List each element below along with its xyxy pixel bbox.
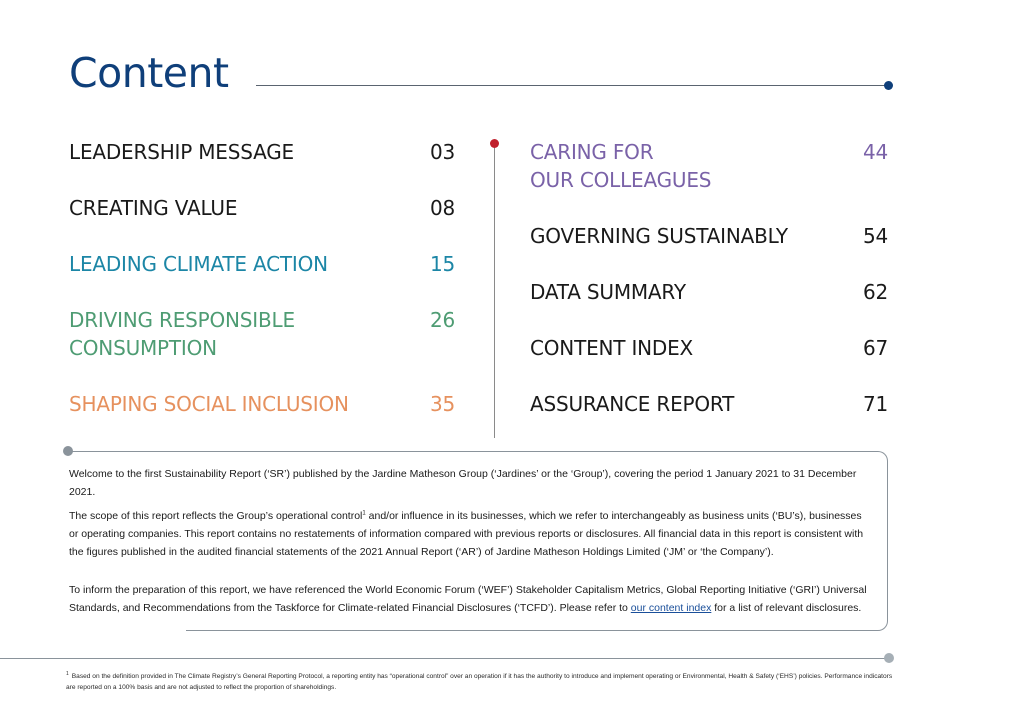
title-divider-dot (884, 81, 893, 90)
toc-item-page: 44 (862, 140, 888, 164)
intro-references-text-continued: for a list of relevant disclosures. (711, 602, 862, 614)
toc-item-page: 03 (429, 140, 455, 164)
column-divider-dot (490, 139, 499, 148)
toc-item-page: 62 (862, 280, 888, 304)
intro-box-frame (68, 451, 888, 631)
toc-item-label: CONTENT INDEX (530, 336, 694, 360)
toc-item-label: CARING FOR OUR COLLEAGUES (530, 138, 711, 194)
column-divider-line (494, 146, 495, 438)
toc-item-creating-value[interactable]: CREATING VALUE 08 (69, 194, 455, 222)
intro-paragraph-scope: The scope of this report reflects the Gr… (69, 507, 869, 561)
toc-item-label-line-1: DRIVING RESPONSIBLE (69, 308, 295, 332)
title-divider-line (256, 85, 888, 86)
toc-item-shaping-social-inclusion[interactable]: SHAPING SOCIAL INCLUSION 35 (69, 390, 455, 418)
toc-item-label: DRIVING RESPONSIBLE CONSUMPTION (69, 306, 295, 362)
intro-paragraph-references: To inform the preparation of this report… (69, 581, 869, 617)
toc-item-label-line-2: OUR COLLEAGUES (530, 168, 712, 192)
toc-item-label: LEADING CLIMATE ACTION (69, 252, 328, 276)
intro-references-text: To inform the preparation of this report… (69, 584, 867, 614)
toc-item-label-line-1: CARING FOR (530, 140, 654, 164)
toc-item-content-index[interactable]: CONTENT INDEX 67 (530, 334, 888, 362)
toc-item-driving-responsible-consumption[interactable]: DRIVING RESPONSIBLE CONSUMPTION 26 (69, 306, 455, 362)
toc-item-label: SHAPING SOCIAL INCLUSION (69, 392, 349, 416)
toc-item-page: 67 (862, 336, 888, 360)
intro-scope-text: The scope of this report reflects the Gr… (69, 510, 363, 522)
footer-divider-dot (884, 653, 894, 663)
intro-box-gap (60, 626, 186, 636)
footnote-text: Based on the definition provided in The … (66, 673, 893, 691)
toc-item-page: 71 (862, 392, 888, 416)
intro-paragraph-welcome: Welcome to the first Sustainability Repo… (69, 468, 857, 498)
footnote-reference[interactable]: 1 (362, 510, 366, 517)
toc-item-page: 08 (429, 196, 455, 220)
toc-item-label: LEADERSHIP MESSAGE (69, 140, 294, 164)
toc-item-label: ASSURANCE REPORT (530, 392, 735, 416)
toc-item-page: 54 (862, 224, 888, 248)
content-index-link[interactable]: our content index (630, 602, 712, 614)
footer-divider-line (0, 658, 888, 659)
footnote-marker: 1 (66, 670, 69, 677)
toc-item-label: DATA SUMMARY (530, 280, 686, 304)
toc-item-leading-climate-action[interactable]: LEADING CLIMATE ACTION 15 (69, 250, 455, 278)
page-title: Content (69, 49, 229, 97)
toc-item-label: GOVERNING SUSTAINABLY (530, 224, 788, 248)
toc-item-page: 35 (429, 392, 455, 416)
toc-item-assurance-report[interactable]: ASSURANCE REPORT 71 (530, 390, 888, 418)
toc-item-leadership-message[interactable]: LEADERSHIP MESSAGE 03 (69, 138, 455, 166)
toc-item-caring-for-our-colleagues[interactable]: CARING FOR OUR COLLEAGUES 44 (530, 138, 888, 194)
toc-item-label: CREATING VALUE (69, 196, 238, 220)
toc-item-page: 15 (429, 252, 455, 276)
toc-item-governing-sustainably[interactable]: GOVERNING SUSTAINABLY 54 (530, 222, 888, 250)
intro-scope-text-continued: and/or influence in its businesses, whic… (69, 510, 864, 558)
footnote: 1 Based on the definition provided in The… (66, 671, 896, 693)
toc-item-page: 26 (429, 308, 455, 332)
intro-box-dot (63, 446, 73, 456)
toc-item-label-line-2: CONSUMPTION (69, 336, 217, 360)
toc-item-data-summary[interactable]: DATA SUMMARY 62 (530, 278, 888, 306)
